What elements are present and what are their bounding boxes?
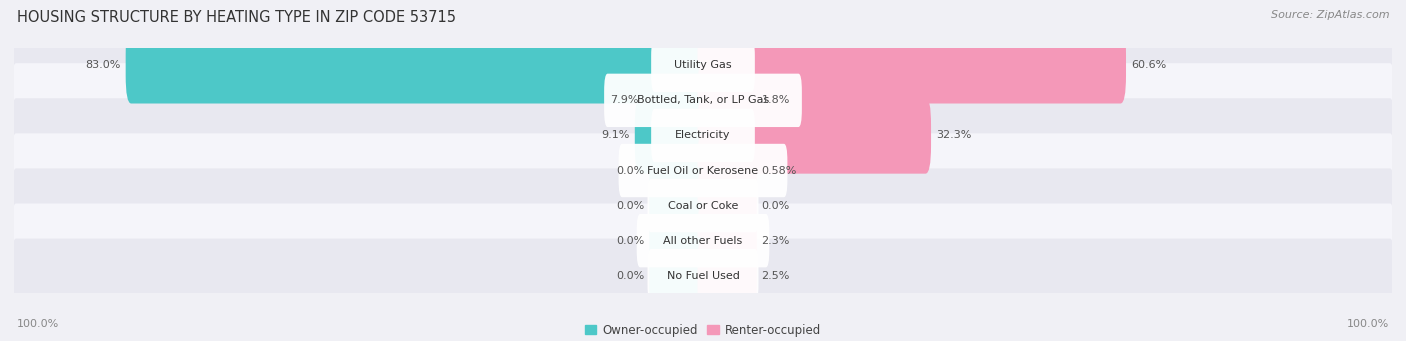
Text: No Fuel Used: No Fuel Used — [666, 271, 740, 281]
Text: 100.0%: 100.0% — [1347, 319, 1389, 329]
Text: All other Fuels: All other Fuels — [664, 236, 742, 246]
Text: Electricity: Electricity — [675, 130, 731, 140]
Text: 83.0%: 83.0% — [86, 60, 121, 70]
Text: HOUSING STRUCTURE BY HEATING TYPE IN ZIP CODE 53715: HOUSING STRUCTURE BY HEATING TYPE IN ZIP… — [17, 10, 456, 25]
Text: 1.8%: 1.8% — [762, 95, 790, 105]
FancyBboxPatch shape — [125, 27, 709, 104]
FancyBboxPatch shape — [643, 62, 709, 138]
Text: Utility Gas: Utility Gas — [675, 60, 731, 70]
Text: Source: ZipAtlas.com: Source: ZipAtlas.com — [1271, 10, 1389, 20]
Text: Coal or Coke: Coal or Coke — [668, 201, 738, 211]
FancyBboxPatch shape — [650, 203, 709, 279]
FancyBboxPatch shape — [13, 133, 1393, 208]
FancyBboxPatch shape — [648, 179, 758, 232]
Text: 60.6%: 60.6% — [1130, 60, 1166, 70]
Text: 2.5%: 2.5% — [762, 271, 790, 281]
FancyBboxPatch shape — [697, 62, 756, 138]
FancyBboxPatch shape — [13, 204, 1393, 278]
Text: 0.0%: 0.0% — [616, 201, 644, 211]
FancyBboxPatch shape — [697, 203, 756, 279]
Text: 2.3%: 2.3% — [762, 236, 790, 246]
FancyBboxPatch shape — [13, 63, 1393, 137]
FancyBboxPatch shape — [648, 249, 758, 302]
Text: 0.0%: 0.0% — [762, 201, 790, 211]
FancyBboxPatch shape — [619, 144, 787, 197]
Text: 9.1%: 9.1% — [602, 130, 630, 140]
Text: 0.0%: 0.0% — [616, 271, 644, 281]
FancyBboxPatch shape — [650, 167, 709, 244]
FancyBboxPatch shape — [697, 132, 756, 209]
Text: 100.0%: 100.0% — [17, 319, 59, 329]
FancyBboxPatch shape — [697, 97, 931, 174]
Text: 0.0%: 0.0% — [616, 165, 644, 176]
Text: 32.3%: 32.3% — [936, 130, 972, 140]
FancyBboxPatch shape — [637, 214, 769, 267]
FancyBboxPatch shape — [13, 28, 1393, 102]
FancyBboxPatch shape — [697, 27, 1126, 104]
FancyBboxPatch shape — [651, 39, 755, 92]
FancyBboxPatch shape — [651, 109, 755, 162]
FancyBboxPatch shape — [650, 237, 709, 314]
FancyBboxPatch shape — [697, 237, 756, 314]
Text: 0.0%: 0.0% — [616, 236, 644, 246]
FancyBboxPatch shape — [605, 74, 801, 127]
FancyBboxPatch shape — [13, 239, 1393, 313]
FancyBboxPatch shape — [13, 168, 1393, 243]
Text: 0.58%: 0.58% — [762, 165, 797, 176]
Legend: Owner-occupied, Renter-occupied: Owner-occupied, Renter-occupied — [579, 319, 827, 341]
FancyBboxPatch shape — [650, 132, 709, 209]
Text: 7.9%: 7.9% — [610, 95, 638, 105]
FancyBboxPatch shape — [697, 167, 756, 244]
FancyBboxPatch shape — [634, 97, 709, 174]
Text: Bottled, Tank, or LP Gas: Bottled, Tank, or LP Gas — [637, 95, 769, 105]
Text: Fuel Oil or Kerosene: Fuel Oil or Kerosene — [647, 165, 759, 176]
FancyBboxPatch shape — [13, 98, 1393, 173]
